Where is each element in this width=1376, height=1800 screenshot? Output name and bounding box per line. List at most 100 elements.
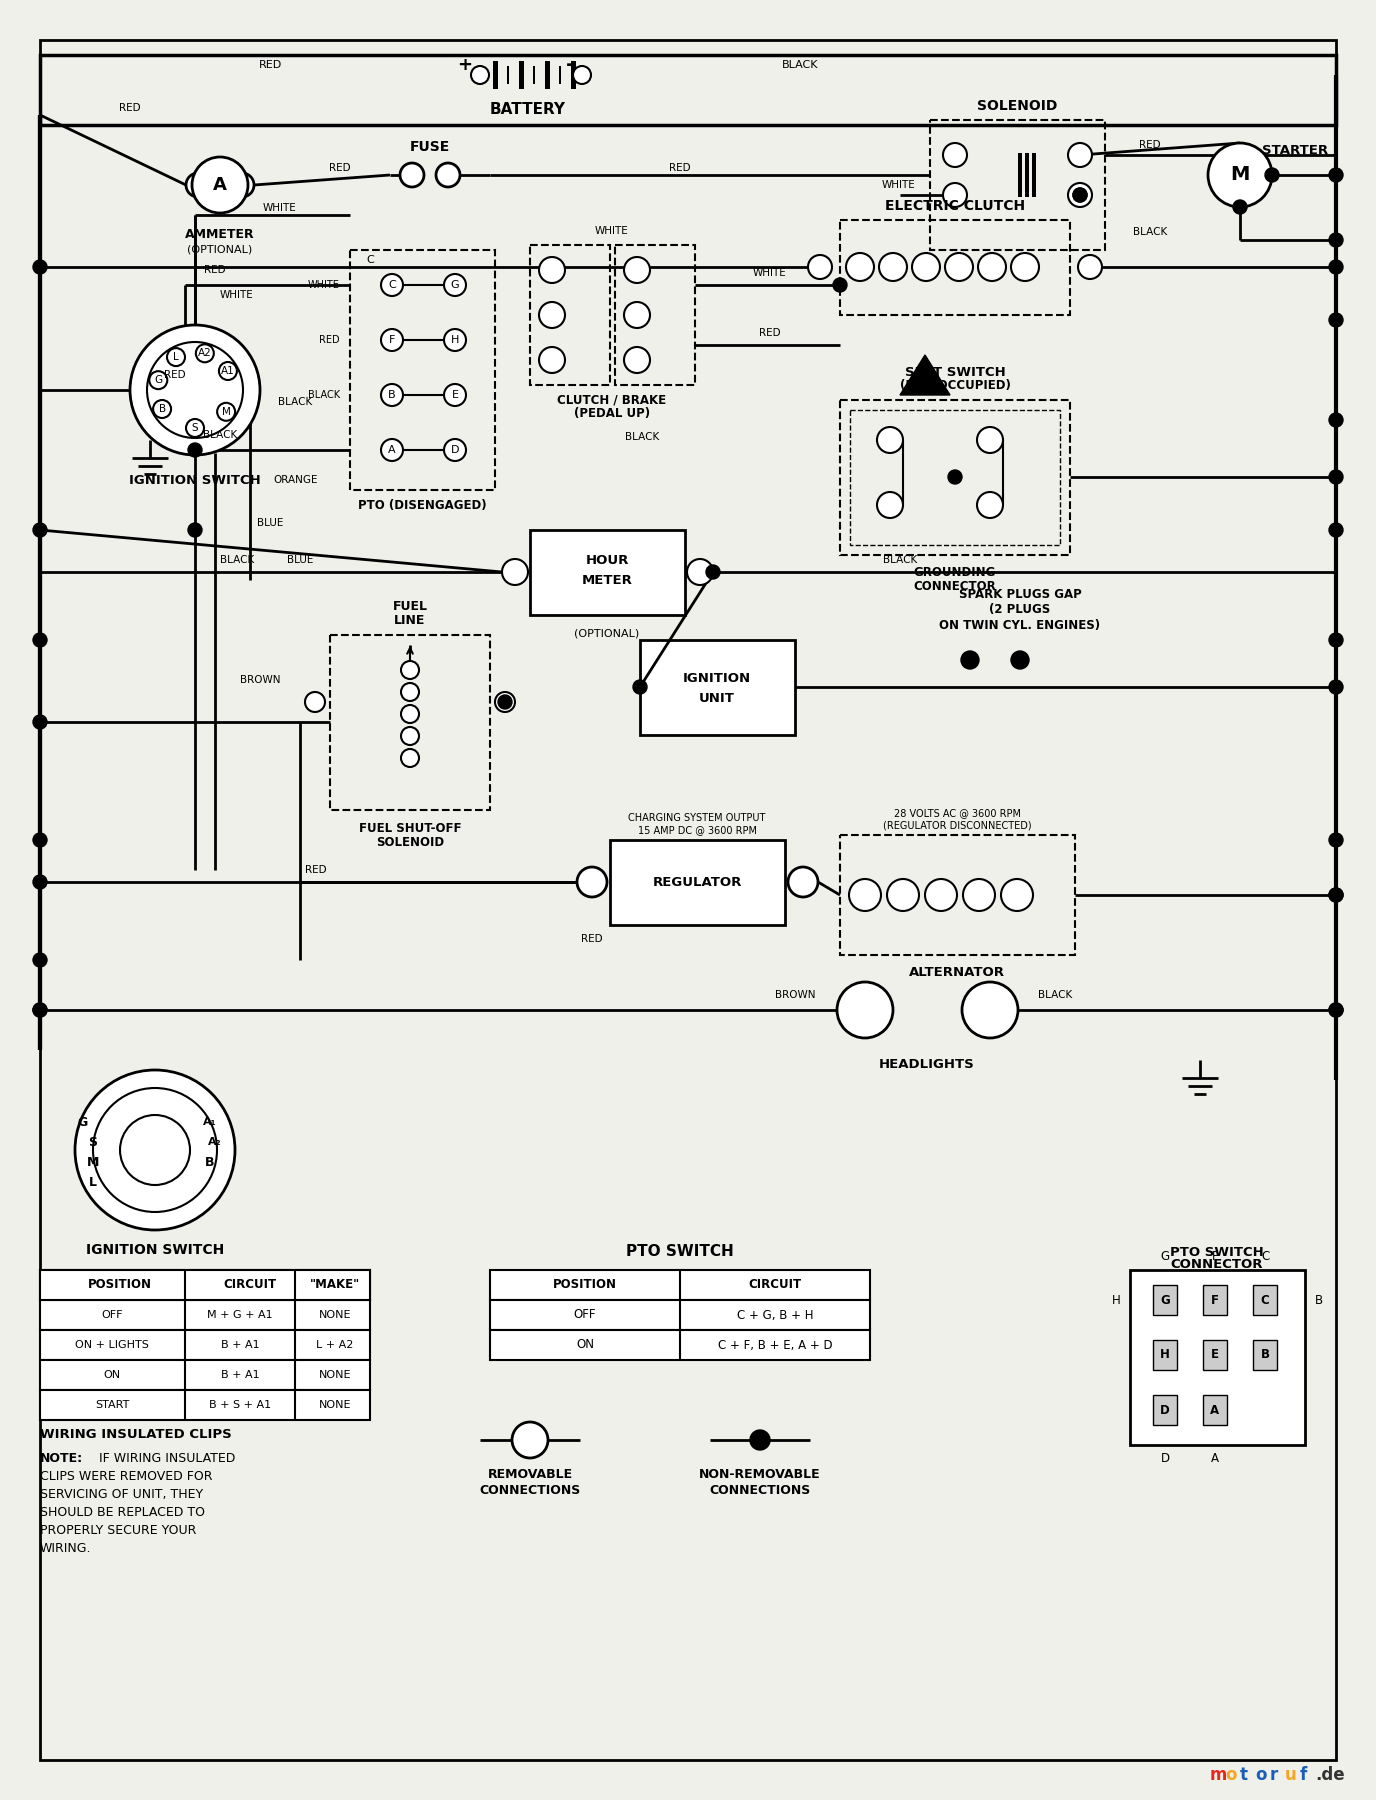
Text: CLIPS WERE REMOVED FOR: CLIPS WERE REMOVED FOR [40, 1471, 212, 1483]
Text: t: t [1240, 1766, 1248, 1784]
Bar [1130, 1271, 1304, 1445]
Circle shape [33, 1003, 47, 1017]
Bar [519, 61, 524, 88]
Circle shape [943, 184, 967, 207]
Text: F: F [1211, 1294, 1219, 1307]
Circle shape [832, 277, 848, 292]
Circle shape [33, 952, 47, 967]
Bar [493, 61, 498, 88]
Text: RED: RED [581, 934, 603, 943]
Text: PTO SWITCH: PTO SWITCH [1170, 1246, 1265, 1258]
Text: POSITION: POSITION [553, 1278, 616, 1292]
Text: B: B [1260, 1348, 1270, 1361]
Bar [128, 1134, 183, 1147]
Text: WIRING INSULATED CLIPS: WIRING INSULATED CLIPS [40, 1429, 231, 1442]
Bar [40, 1271, 370, 1300]
Circle shape [808, 256, 832, 279]
Circle shape [495, 691, 515, 713]
Text: CIRCUIT: CIRCUIT [223, 1278, 277, 1292]
Text: B: B [158, 403, 165, 414]
Text: L: L [173, 353, 179, 362]
Text: RED: RED [259, 59, 282, 70]
Text: WHITE: WHITE [220, 290, 253, 301]
Text: PTO SWITCH: PTO SWITCH [626, 1244, 733, 1260]
Circle shape [1329, 524, 1343, 536]
Circle shape [186, 173, 211, 196]
Text: ORANGE: ORANGE [272, 475, 318, 484]
Circle shape [381, 439, 403, 461]
Circle shape [436, 164, 460, 187]
Text: F: F [389, 335, 395, 346]
Bar [1203, 1285, 1227, 1316]
Text: (2 PLUGS: (2 PLUGS [989, 603, 1051, 616]
Text: CHARGING SYSTEM OUTPUT: CHARGING SYSTEM OUTPUT [629, 814, 765, 823]
Bar [610, 841, 784, 925]
Bar [490, 1271, 870, 1300]
Circle shape [381, 274, 403, 295]
Circle shape [381, 329, 403, 351]
Text: SEAT SWITCH: SEAT SWITCH [904, 365, 1006, 378]
Text: SOLENOID: SOLENOID [977, 99, 1057, 113]
Bar [40, 56, 1336, 124]
Text: START: START [95, 1400, 129, 1409]
Text: BLACK: BLACK [1038, 990, 1072, 1001]
Circle shape [577, 868, 607, 896]
Text: BLACK: BLACK [278, 398, 312, 407]
Bar [1025, 153, 1029, 196]
Bar [930, 121, 1105, 250]
Circle shape [120, 1114, 190, 1184]
Circle shape [788, 868, 817, 896]
Text: M: M [87, 1156, 99, 1168]
Text: FUSE: FUSE [410, 140, 450, 155]
Text: HOUR: HOUR [585, 554, 629, 567]
Text: o: o [1225, 1766, 1237, 1784]
Text: REGULATOR: REGULATOR [652, 875, 742, 889]
Text: S: S [191, 423, 198, 434]
Bar [615, 245, 695, 385]
Text: o: o [1255, 1766, 1266, 1784]
Circle shape [539, 257, 566, 283]
Text: A: A [1211, 1453, 1219, 1465]
Circle shape [1329, 259, 1343, 274]
Circle shape [189, 443, 202, 457]
Circle shape [305, 691, 325, 713]
Text: BROWN: BROWN [775, 990, 815, 1001]
Text: B + S + A1: B + S + A1 [209, 1400, 271, 1409]
Circle shape [471, 67, 488, 85]
Circle shape [1329, 887, 1343, 902]
Bar [350, 250, 495, 490]
Text: (OPTIONAL): (OPTIONAL) [187, 245, 253, 256]
Text: IGNITION SWITCH: IGNITION SWITCH [129, 473, 261, 486]
Circle shape [1329, 313, 1343, 328]
Text: WIRING.: WIRING. [40, 1543, 91, 1555]
Text: C + F, B + E, A + D: C + F, B + E, A + D [718, 1339, 832, 1352]
Circle shape [217, 403, 235, 421]
Circle shape [444, 439, 466, 461]
Circle shape [888, 878, 919, 911]
Circle shape [186, 419, 204, 437]
Circle shape [849, 878, 881, 911]
Circle shape [1265, 167, 1280, 182]
Text: +: + [457, 56, 472, 74]
Circle shape [381, 383, 403, 407]
Circle shape [153, 400, 171, 418]
Text: u: u [1285, 1766, 1296, 1784]
Text: PTO (DISENGAGED): PTO (DISENGAGED) [358, 499, 486, 513]
Circle shape [33, 875, 47, 889]
Circle shape [539, 302, 566, 328]
Circle shape [129, 326, 260, 455]
Circle shape [33, 715, 47, 729]
Bar [1018, 153, 1022, 196]
Circle shape [76, 1069, 235, 1229]
Text: f: f [1300, 1766, 1307, 1784]
Text: G: G [78, 1116, 88, 1129]
Text: BLACK: BLACK [782, 59, 819, 70]
Text: ON: ON [103, 1370, 121, 1381]
Text: H: H [1112, 1294, 1120, 1307]
Bar [128, 1114, 183, 1127]
Text: D: D [451, 445, 460, 455]
Text: G: G [451, 281, 460, 290]
Text: CONNECTIONS: CONNECTIONS [710, 1483, 810, 1496]
Circle shape [444, 274, 466, 295]
Text: STARTER: STARTER [1262, 144, 1328, 157]
